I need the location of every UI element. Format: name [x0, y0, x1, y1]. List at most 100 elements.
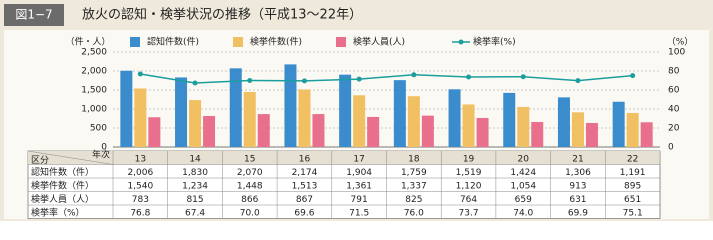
table-cell: 913	[569, 181, 586, 191]
y-tick-label: 1,500	[81, 86, 107, 96]
bar	[407, 96, 420, 147]
table-cell: 1,759	[401, 168, 427, 178]
y-tick-label: 2,000	[81, 67, 107, 77]
bar	[312, 114, 325, 147]
table-cell: 659	[515, 195, 532, 205]
legend-swatch	[233, 37, 243, 47]
figure-number: 図1−7	[15, 8, 52, 22]
y-tick-label: 0	[101, 143, 107, 153]
table-cell: 1,120	[456, 181, 482, 191]
table-year: 22	[627, 154, 638, 164]
bar	[148, 117, 161, 147]
bar	[134, 88, 147, 147]
legend-label: 検挙人員(人)	[353, 36, 405, 48]
bar	[189, 100, 202, 147]
table-cell: 791	[351, 195, 368, 205]
rate-marker	[411, 72, 417, 78]
table-cell: 76.8	[130, 208, 150, 218]
rate-marker	[137, 71, 143, 77]
table-cell: 867	[296, 195, 313, 205]
table-cell: 825	[405, 195, 422, 205]
table-cell: 70.0	[240, 208, 260, 218]
legend-label: 検挙率(%)	[473, 36, 516, 48]
table-cell: 74.0	[513, 208, 533, 218]
legend-marker	[458, 39, 464, 45]
rate-marker	[466, 74, 472, 80]
rate-marker	[192, 80, 198, 86]
y2-tick-label: 100	[668, 48, 685, 58]
table-cell: 1,448	[237, 181, 263, 191]
bar	[626, 112, 639, 147]
table-cell: 651	[624, 195, 641, 205]
table-cell: 1,424	[510, 168, 536, 178]
table-cell: 1,191	[620, 168, 646, 178]
table-corner-diag	[27, 150, 114, 165]
table-corner-col: 年次	[92, 149, 110, 161]
y2-tick-label: 20	[668, 124, 680, 134]
bar	[585, 123, 598, 147]
table-cell: 2,174	[292, 168, 318, 178]
page: 図1−7 放火の認知・検挙状況の推移（平成13〜22年） （件・人） （%） 0…	[0, 0, 713, 221]
bar	[462, 104, 475, 147]
bar	[503, 92, 516, 147]
table-cell: 631	[569, 195, 586, 205]
bar	[229, 68, 242, 147]
rate-marker	[356, 76, 362, 82]
y2-tick-label: 40	[668, 105, 680, 115]
bar	[339, 74, 352, 147]
table-year: 13	[135, 154, 146, 164]
bar	[421, 115, 434, 147]
bar	[531, 121, 544, 147]
table-cell: 69.6	[294, 208, 314, 218]
table-cell: 866	[241, 195, 258, 205]
table-row-label: 検挙件数（件）	[31, 179, 94, 191]
bar	[298, 89, 311, 147]
table-cell: 1,054	[510, 181, 536, 191]
table-cell: 895	[624, 181, 641, 191]
table-year: 19	[463, 154, 475, 164]
bar	[448, 89, 461, 147]
table-cell: 75.1	[623, 208, 643, 218]
bar	[120, 70, 133, 147]
table-year: 18	[408, 154, 420, 164]
y-tick-label: 500	[90, 124, 107, 134]
table-cell: 71.5	[349, 208, 369, 218]
bar	[353, 95, 366, 147]
table-cell: 1,234	[182, 181, 208, 191]
legend-label: 認知件数(件)	[147, 36, 199, 48]
rate-marker	[520, 74, 526, 80]
y2-axis-unit: （%）	[667, 37, 694, 48]
table-row-label: 認知件数（件）	[31, 166, 94, 178]
table-year: 21	[572, 154, 583, 164]
bar	[612, 101, 625, 147]
bar	[640, 122, 653, 147]
badge-box	[4, 4, 64, 26]
y-tick-label: 1,000	[81, 105, 107, 115]
table-cell: 1,306	[565, 168, 591, 178]
chart-title: 放火の認知・検挙状況の推移（平成13〜22年）	[82, 7, 362, 23]
table-cell: 1,540	[127, 181, 153, 191]
table-cell: 1,519	[456, 168, 482, 178]
table-cell: 1,513	[292, 181, 318, 191]
chart: 図1−7 放火の認知・検挙状況の推移（平成13〜22年） （件・人） （%） 0…	[0, 0, 713, 221]
table-cell: 76.0	[404, 208, 424, 218]
bar	[517, 106, 530, 147]
y2-tick-label: 80	[668, 67, 680, 77]
bar	[557, 97, 570, 147]
rate-line	[140, 73, 633, 84]
table-cell: 2,070	[237, 168, 263, 178]
rate-marker	[630, 73, 636, 79]
y2-tick-label: 60	[668, 86, 680, 96]
table-cell: 1,337	[401, 181, 427, 191]
table-cell: 73.7	[459, 208, 479, 218]
bar	[476, 117, 489, 147]
table-cell: 2,006	[127, 168, 153, 178]
table-cell: 815	[186, 195, 203, 205]
table-cell: 764	[460, 195, 477, 205]
bar	[571, 112, 584, 147]
table-cell: 67.4	[185, 208, 205, 218]
table-year: 16	[299, 154, 311, 164]
table-year: 14	[189, 154, 201, 164]
table-cell: 69.9	[568, 208, 588, 218]
rate-marker	[247, 78, 253, 83]
